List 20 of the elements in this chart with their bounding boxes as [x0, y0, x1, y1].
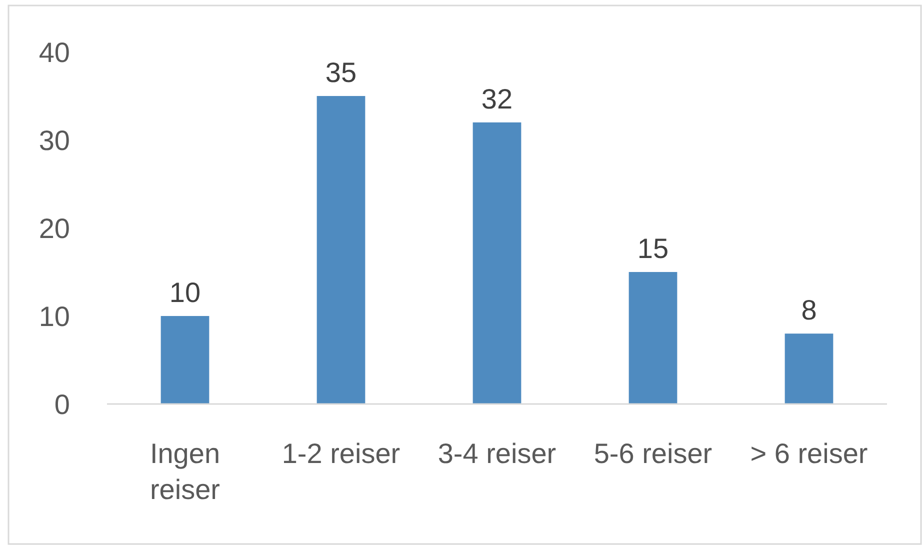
- y-tick-label: 0: [54, 388, 70, 420]
- y-tick-label: 10: [38, 300, 70, 332]
- bar: [316, 96, 366, 404]
- x-tick-label: 1-2 reiser: [282, 438, 400, 469]
- data-label: 10: [169, 277, 201, 308]
- data-label: 32: [481, 83, 513, 114]
- data-label: 8: [801, 294, 817, 326]
- x-tick-label: 3-4 reiser: [438, 438, 556, 469]
- x-tick-label: Ingen reiser: [150, 438, 220, 505]
- y-tick-label: 40: [38, 36, 70, 68]
- data-label: 15: [637, 233, 669, 264]
- bar: [628, 272, 678, 404]
- bar: [472, 122, 522, 404]
- y-tick-label: 30: [38, 124, 70, 156]
- x-tick-label: 5-6 reiser: [594, 438, 712, 469]
- y-tick-label: 20: [38, 212, 70, 244]
- bar: [160, 316, 210, 404]
- bar: [784, 334, 834, 404]
- x-tick-label: > 6 reiser: [750, 438, 868, 469]
- data-label: 35: [325, 57, 357, 88]
